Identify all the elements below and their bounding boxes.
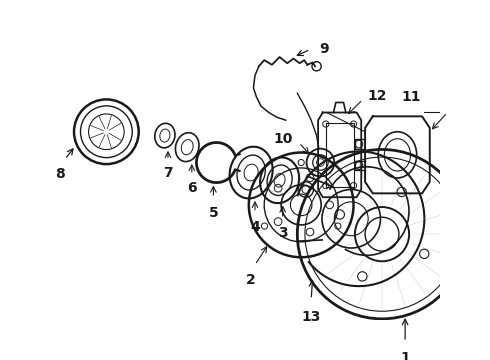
Text: 13: 13 — [301, 310, 321, 324]
Text: 5: 5 — [209, 206, 218, 220]
Text: 10: 10 — [273, 132, 293, 147]
Text: 6: 6 — [187, 181, 196, 195]
Text: 12: 12 — [368, 89, 387, 103]
Text: 4: 4 — [250, 220, 260, 234]
Text: 3: 3 — [278, 226, 288, 240]
Text: 8: 8 — [55, 167, 65, 181]
Text: 7: 7 — [163, 166, 173, 180]
Text: 1: 1 — [400, 351, 410, 360]
Text: 11: 11 — [401, 90, 420, 104]
Text: 2: 2 — [245, 273, 255, 287]
Text: 9: 9 — [319, 42, 328, 57]
